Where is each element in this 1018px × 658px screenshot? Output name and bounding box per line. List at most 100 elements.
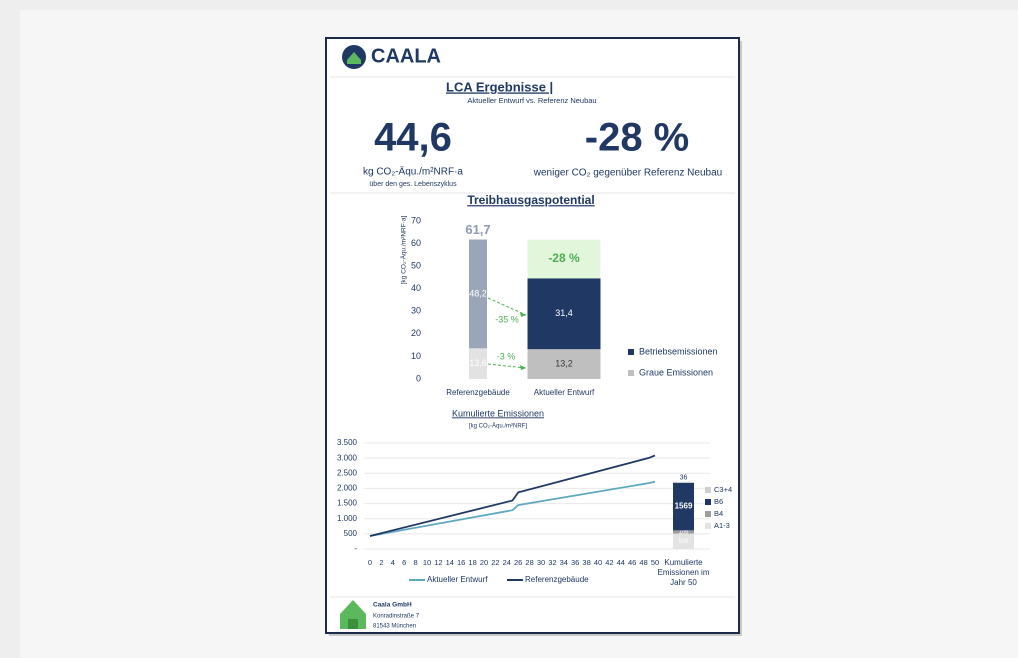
legend-label: C3+4 (714, 485, 732, 494)
y-tick-label: 500 (344, 529, 358, 538)
y-tick-label: 2.000 (337, 484, 358, 493)
x-tick-label: 38 (582, 558, 590, 567)
y-tick-label: 2.500 (337, 468, 358, 477)
y-tick-label: 0 (416, 373, 421, 383)
y-tick-label: 70 (411, 215, 421, 225)
x-tick-label: Kumulierte Emissionen im Jahr 50 (657, 558, 709, 587)
x-tick-label: 8 (414, 558, 418, 567)
legend-swatch (628, 349, 634, 355)
logo-house (347, 52, 361, 64)
kpi-unit: weniger CO₂ gegenüber Referenz Neubau (533, 168, 722, 179)
reduction-label: -28 % (548, 251, 580, 265)
x-tick-label: 14 (446, 558, 454, 567)
kpi-value: 44,6 (374, 116, 452, 160)
x-tick-label: Referenzgebäude (446, 388, 510, 397)
y-tick-label: 1.500 (337, 499, 358, 508)
legend-label: Betriebsemissionen (639, 346, 718, 356)
x-tick-label: 24 (503, 558, 511, 567)
footer-logo-door (348, 619, 358, 629)
x-tick-label: 20 (480, 558, 488, 567)
legend-label: B4 (714, 509, 723, 518)
line (369, 454, 656, 537)
change-label: -35 % (495, 314, 519, 324)
chart-subtitle: [kg CO₂-Äqu./m²NRF] (469, 423, 527, 430)
x-tick-label: 50 (651, 558, 659, 567)
arrow-line (487, 363, 527, 369)
data-label: 106 (678, 530, 689, 536)
x-tick-label: 36 (571, 558, 579, 567)
x-tick-label: 42 (605, 558, 613, 567)
y-tick-label: 40 (411, 283, 421, 293)
x-tick-label: 34 (560, 558, 568, 567)
x-tick-label: 12 (434, 558, 442, 567)
x-tick-label: 48 (639, 558, 647, 567)
total-label: 61,7 (465, 222, 490, 237)
footer-city: 81543 München (373, 624, 416, 630)
x-tick-label: 18 (468, 558, 476, 567)
y-axis-label: [kg CO₂-Äqu./m²NRF·a] (400, 216, 408, 285)
change-label: -3 % (497, 351, 516, 361)
legend-label: Referenzgebäude (525, 575, 589, 584)
arrow-head (520, 312, 526, 317)
x-tick-label: 10 (423, 558, 431, 567)
legend-swatch (705, 487, 711, 493)
redaction (553, 79, 623, 95)
y-tick-label: 10 (411, 351, 421, 361)
kpi-value: -28 % (585, 116, 690, 160)
bar-segment (673, 481, 694, 483)
y-tick-label: 30 (411, 306, 421, 316)
legend-label: A1-3 (714, 521, 730, 530)
kpi-unit: kg CO₂-Äqu./m²NRF·a (363, 166, 463, 178)
bar-segment (469, 348, 487, 379)
x-tick-label: 30 (537, 558, 545, 567)
chart-title: Treibhausgaspotential (467, 193, 594, 207)
arrow-head (520, 365, 526, 370)
legend-label: Graue Emissionen (639, 367, 713, 377)
data-label: 48,2 (469, 288, 487, 298)
bar-segment (527, 278, 601, 350)
y-tick-label: 20 (411, 328, 421, 338)
data-label: 13,6 (469, 358, 487, 368)
x-tick-label: 46 (628, 558, 636, 567)
doc-title: LCA Ergebnisse | (446, 79, 553, 94)
legend-swatch (628, 370, 634, 376)
legend-swatch (705, 499, 711, 505)
kpi-note: über den ges. Lebenszyklus (369, 181, 457, 188)
bar-segment (673, 530, 694, 534)
bar-segment (673, 533, 694, 549)
x-tick-label: 32 (548, 558, 556, 567)
x-tick-label: 4 (391, 558, 395, 567)
legend-swatch (705, 523, 711, 529)
x-tick-label: 44 (617, 558, 625, 567)
x-tick-label: 16 (457, 558, 465, 567)
logo-text: CAALA (371, 45, 441, 67)
bar-segment (673, 482, 694, 531)
y-tick-label: 3.000 (337, 453, 358, 462)
bar-segment (527, 349, 601, 379)
x-tick-label: Aktueller Entwurf (534, 388, 595, 397)
y-tick-label: 3.500 (337, 438, 358, 447)
y-tick-label: 50 (411, 261, 421, 271)
data-label: 31,4 (555, 308, 573, 318)
y-tick-label: 60 (411, 238, 421, 248)
reduction-box (527, 239, 601, 279)
chart-title: Kumulierte Emissionen (452, 408, 544, 418)
data-label: 36 (680, 475, 688, 482)
arrow-line (487, 297, 527, 316)
x-tick-label: 26 (514, 558, 522, 567)
legend-swatch (705, 511, 711, 517)
doc-subtitle: Aktueller Entwurf vs. Referenz Neubau (467, 96, 596, 105)
x-tick-label: 6 (402, 558, 406, 567)
footer-street: Konradinstraße 7 (373, 614, 420, 620)
legend-label: Aktueller Entwurf (427, 575, 488, 584)
x-tick-label: 0 (368, 558, 372, 567)
bar-segment (469, 239, 487, 349)
footer-company: Caala GmbH (373, 602, 412, 609)
data-label: 1569 (675, 502, 693, 511)
legend-label: B6 (714, 497, 723, 506)
x-tick-label: 28 (525, 558, 533, 567)
y-tick-label: - (354, 544, 357, 553)
footer-logo (340, 600, 366, 629)
